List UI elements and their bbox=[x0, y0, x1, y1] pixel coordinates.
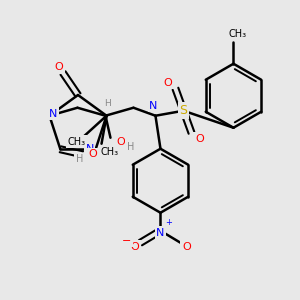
Text: CH₃: CH₃ bbox=[100, 147, 118, 157]
Text: O: O bbox=[130, 242, 139, 252]
Text: O: O bbox=[163, 78, 172, 88]
Text: CH₃: CH₃ bbox=[68, 137, 85, 147]
Text: O: O bbox=[88, 149, 97, 159]
Text: O: O bbox=[195, 134, 204, 144]
Text: H: H bbox=[104, 99, 111, 108]
Text: O: O bbox=[55, 62, 63, 72]
Text: S: S bbox=[179, 104, 188, 117]
Text: O: O bbox=[116, 137, 125, 147]
Text: H: H bbox=[127, 142, 134, 152]
Text: −: − bbox=[122, 236, 131, 246]
Text: N: N bbox=[49, 109, 58, 119]
Text: +: + bbox=[165, 218, 172, 227]
Text: O: O bbox=[182, 242, 191, 252]
Text: N: N bbox=[156, 228, 165, 238]
Text: CH₃: CH₃ bbox=[228, 29, 247, 39]
Text: N: N bbox=[85, 144, 94, 154]
Text: H: H bbox=[76, 154, 83, 164]
Text: N: N bbox=[149, 101, 158, 111]
